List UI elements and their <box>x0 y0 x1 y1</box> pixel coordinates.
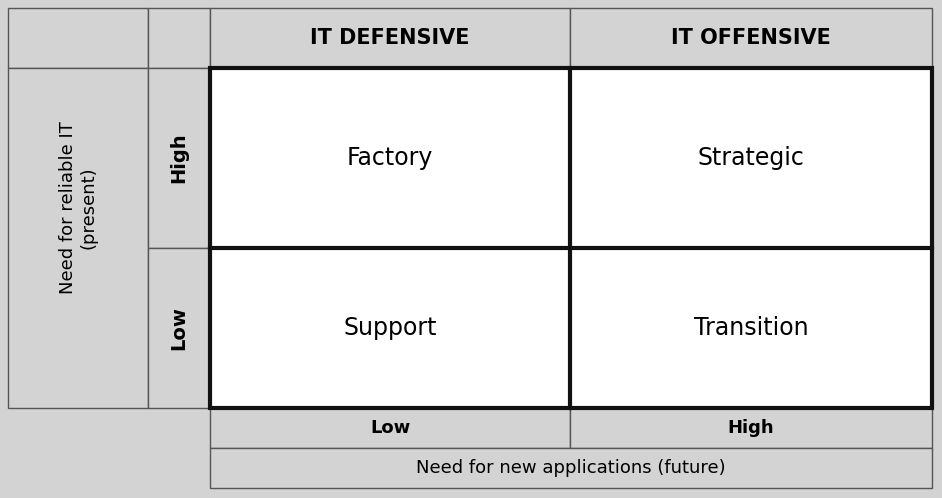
Bar <box>210 68 570 248</box>
Bar <box>210 248 570 408</box>
Bar <box>570 8 932 68</box>
Bar <box>210 68 932 408</box>
Text: High: High <box>727 419 774 437</box>
Bar <box>8 68 148 408</box>
Text: Factory: Factory <box>347 146 433 170</box>
Text: Low: Low <box>170 306 188 350</box>
Text: IT DEFENSIVE: IT DEFENSIVE <box>310 28 470 48</box>
Text: Strategic: Strategic <box>698 146 804 170</box>
Bar <box>210 408 570 448</box>
Text: Transition: Transition <box>693 316 808 340</box>
Text: Low: Low <box>370 419 410 437</box>
Bar <box>570 248 932 408</box>
Bar <box>148 8 210 68</box>
Text: High: High <box>170 132 188 183</box>
Text: IT OFFENSIVE: IT OFFENSIVE <box>671 28 831 48</box>
Bar <box>570 68 932 248</box>
Bar <box>210 8 570 68</box>
Bar <box>210 448 932 488</box>
Bar <box>8 8 148 68</box>
Text: Support: Support <box>343 316 437 340</box>
Bar <box>148 248 210 408</box>
Text: Need for reliable IT
(present): Need for reliable IT (present) <box>58 122 97 294</box>
Bar <box>148 68 210 248</box>
Text: Need for new applications (future): Need for new applications (future) <box>416 459 726 477</box>
Bar <box>570 408 932 448</box>
